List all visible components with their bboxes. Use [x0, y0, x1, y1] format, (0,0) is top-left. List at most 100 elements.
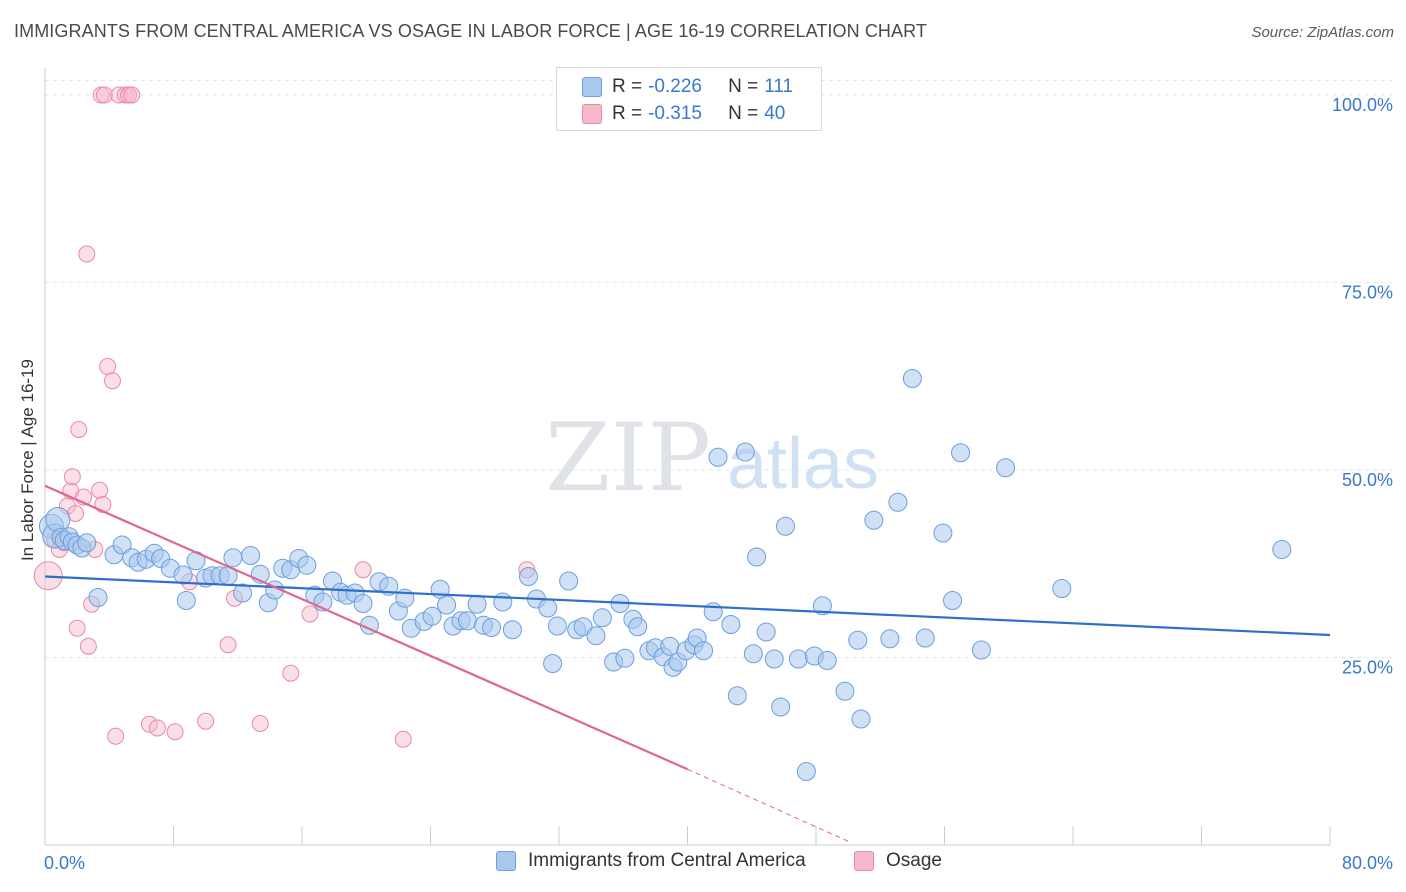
point-central-america — [902, 369, 922, 388]
trend-line-central-america — [44, 575, 1331, 637]
point-central-america — [788, 649, 808, 669]
point-central-america — [112, 535, 132, 555]
y-tick-label: 75.0% — [1342, 283, 1393, 303]
point-central-america — [502, 620, 522, 640]
x-tick-label: 0.0% — [44, 853, 85, 873]
y-tick-label: 25.0% — [1342, 658, 1393, 678]
point-central-america — [721, 615, 741, 634]
point-central-america — [775, 516, 795, 536]
trend-line-osage-extension — [687, 768, 849, 842]
point-central-america — [1052, 579, 1072, 598]
point-central-america — [223, 548, 243, 568]
r-label: R = — [612, 76, 643, 97]
point-central-america — [1272, 540, 1292, 559]
point-central-america — [880, 629, 900, 649]
trend-lines — [44, 484, 1331, 842]
point-central-america — [628, 617, 648, 637]
y-tick-label: 50.0% — [1342, 470, 1393, 490]
point-central-america — [727, 686, 747, 706]
point-osage — [99, 358, 117, 375]
point-osage — [103, 372, 121, 390]
n-value: 111 — [764, 76, 794, 97]
point-central-america — [173, 565, 193, 585]
series-osage — [33, 86, 536, 748]
point-central-america — [933, 523, 953, 543]
point-osage — [95, 86, 113, 104]
point-central-america — [297, 555, 317, 575]
chart-title: IMMIGRANTS FROM CENTRAL AMERICA VS OSAGE… — [14, 21, 928, 41]
point-central-america — [864, 510, 884, 530]
point-central-america — [547, 616, 567, 636]
point-central-america — [996, 458, 1016, 478]
point-osage — [197, 712, 215, 730]
point-central-america — [812, 596, 832, 616]
axes — [44, 68, 1331, 846]
n-label: N = — [728, 103, 759, 124]
legend-label: Immigrants from Central America — [528, 850, 806, 871]
point-central-america — [888, 492, 908, 512]
point-central-america — [493, 592, 513, 612]
n-label: N = — [728, 76, 759, 97]
legend-item-osage[interactable]: Osage — [854, 850, 942, 872]
point-osage — [107, 727, 125, 745]
series-legend: Immigrants from Central America Osage — [0, 850, 1406, 878]
point-central-america — [703, 602, 723, 622]
point-osage — [140, 715, 158, 733]
point-central-america — [77, 533, 97, 553]
point-central-america — [518, 567, 538, 586]
stats-row-osage: R = -0.315 N = 40 — [582, 100, 785, 128]
point-central-america — [971, 640, 991, 660]
point-osage — [251, 715, 269, 732]
point-osage — [78, 245, 96, 263]
y-tick-label: 100.0% — [1332, 95, 1393, 115]
point-central-america — [951, 443, 971, 463]
legend-swatch-pink — [582, 104, 602, 124]
point-central-america — [747, 547, 767, 567]
point-osage — [219, 636, 237, 654]
tick-labels: 25.0% 50.0% 75.0% 100.0% 0.0% 80.0% — [44, 95, 1393, 873]
legend-swatch-pink — [854, 851, 874, 871]
point-central-america — [694, 641, 714, 661]
point-central-america — [592, 608, 612, 628]
y-axis-label: In Labor Force | Age 16-19 — [18, 359, 37, 561]
point-central-america — [735, 442, 755, 462]
n-value: 40 — [764, 103, 786, 124]
point-central-america — [771, 697, 791, 717]
watermark: ZIP atlas — [545, 404, 879, 513]
point-osage — [301, 605, 319, 623]
stats-legend: R = -0.226 N = 111 R = -0.315 N = 40 — [556, 67, 822, 131]
point-osage — [110, 86, 128, 104]
point-central-america — [943, 591, 963, 610]
point-osage — [148, 719, 166, 737]
point-central-america — [796, 762, 816, 781]
chart-source: Source: ZipAtlas.com — [1251, 24, 1394, 41]
point-osage — [123, 86, 141, 104]
point-central-america — [176, 591, 196, 610]
legend-swatch-blue — [582, 77, 602, 97]
point-central-america — [915, 628, 935, 648]
trend-line-osage — [44, 484, 688, 771]
point-central-america — [835, 681, 855, 701]
point-osage — [68, 619, 86, 637]
point-central-america — [743, 644, 763, 664]
point-central-america — [764, 649, 784, 669]
legend-item-central-america[interactable]: Immigrants from Central America — [496, 850, 806, 872]
point-central-america — [851, 709, 871, 729]
point-central-america — [88, 588, 108, 607]
point-central-america — [615, 648, 635, 668]
watermark-atlas: atlas — [727, 424, 879, 504]
point-central-america — [379, 576, 399, 596]
point-central-america — [559, 571, 579, 591]
point-central-america — [708, 447, 728, 467]
point-central-america — [543, 654, 563, 673]
point-osage — [354, 561, 372, 579]
point-osage — [63, 468, 81, 486]
watermark-zip: ZIP — [545, 404, 711, 513]
point-osage — [70, 421, 88, 438]
point-central-america — [586, 626, 606, 646]
point-central-america — [422, 606, 442, 626]
point-osage — [394, 730, 412, 748]
point-central-america — [467, 594, 487, 614]
r-value: -0.315 — [648, 103, 702, 124]
stats-row-central-america: R = -0.226 N = 111 — [582, 73, 793, 101]
